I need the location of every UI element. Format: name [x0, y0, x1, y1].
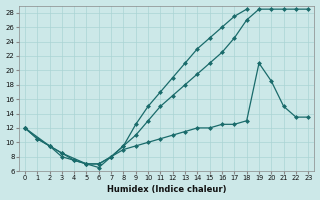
X-axis label: Humidex (Indice chaleur): Humidex (Indice chaleur) — [107, 185, 226, 194]
